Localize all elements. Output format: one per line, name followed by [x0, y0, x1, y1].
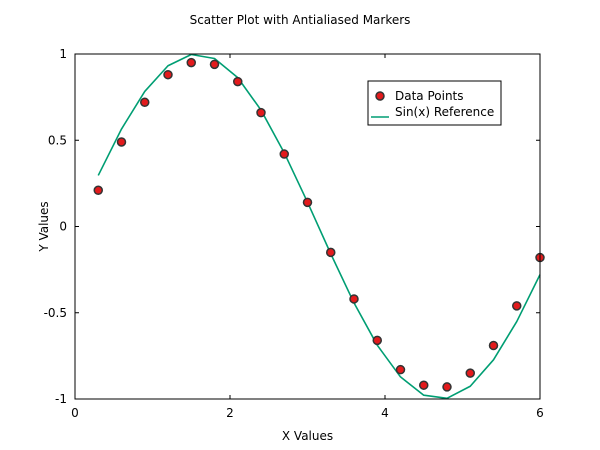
legend-label-data-points: Data Points — [395, 89, 464, 103]
reference-line-series — [97, 53, 541, 400]
x-tick-label: 4 — [381, 406, 389, 420]
data-point — [326, 247, 336, 258]
data-point — [419, 380, 429, 390]
legend-frame — [367, 80, 502, 126]
data-point — [163, 69, 173, 80]
data-point — [209, 59, 220, 70]
data-point — [465, 368, 475, 378]
y-axis-ticks: -1 -0.5 0 0.5 1 — [44, 47, 540, 406]
data-point — [442, 382, 452, 392]
sin-reference-line — [97, 53, 541, 400]
data-point — [116, 137, 127, 147]
data-point — [233, 76, 243, 87]
y-tick-label: -1 — [55, 392, 67, 406]
y-tick-label: -0.5 — [44, 306, 67, 320]
data-point — [256, 107, 266, 118]
y-tick-label: 1 — [59, 47, 67, 61]
x-tick-label: 6 — [536, 406, 544, 420]
data-point — [349, 294, 359, 304]
legend-marker-data-points — [375, 91, 385, 101]
y-tick-label: 0.5 — [48, 133, 67, 147]
data-point — [302, 197, 313, 208]
data-point — [488, 340, 499, 351]
x-axis-label: X Values — [282, 429, 333, 443]
data-point — [512, 301, 522, 311]
y-tick-label: 0 — [59, 220, 67, 234]
data-points-series — [93, 57, 545, 392]
data-point — [372, 335, 382, 346]
data-point — [140, 97, 150, 108]
y-axis-label: Y Values — [37, 201, 51, 252]
chart-title: Scatter Plot with Antialiased Markers — [190, 13, 411, 27]
x-axis-ticks: 0 2 4 6 — [71, 54, 544, 420]
data-point — [279, 149, 289, 159]
legend-label-reference: Sin(x) Reference — [395, 105, 494, 119]
x-tick-label: 2 — [226, 406, 234, 420]
x-tick-label: 0 — [71, 406, 79, 420]
data-point — [395, 364, 406, 375]
legend: Data Points Sin(x) Reference — [367, 80, 502, 126]
data-point — [186, 57, 196, 68]
data-point — [93, 185, 103, 196]
